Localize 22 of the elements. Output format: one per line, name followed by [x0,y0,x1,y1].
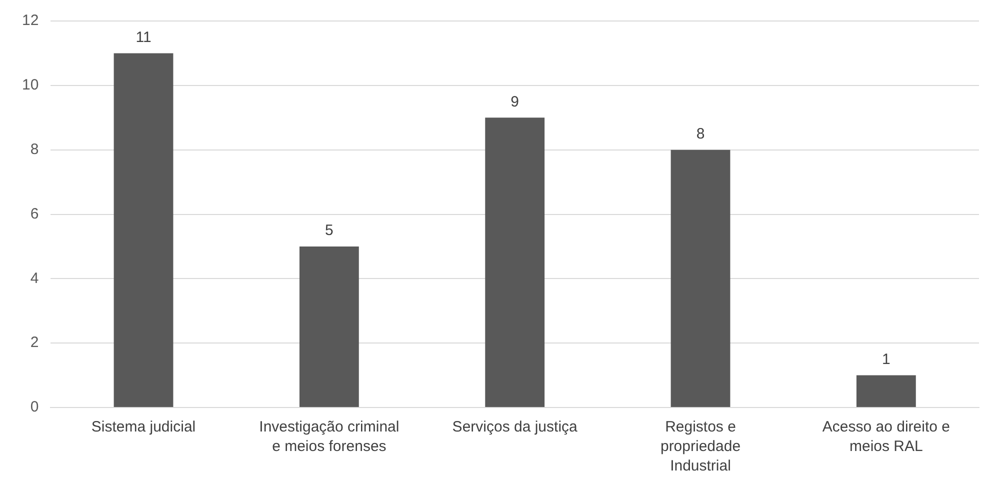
bar [114,53,174,407]
data-label: 11 [136,28,152,46]
y-tick-label: 10 [22,76,39,94]
y-tick-label: 12 [22,12,39,30]
x-tick-label: Sistema judicial [91,418,196,436]
bar [485,118,545,407]
x-tick-label: Registos e propriedade Industrial [660,418,741,474]
x-tick-label: Serviços da justiça [452,418,578,436]
data-label: 5 [325,222,334,240]
y-tick-label: 2 [30,334,39,352]
data-label: 9 [510,93,520,110]
y-tick-label: 0 [30,398,39,416]
bar [670,150,730,407]
bar [856,375,916,407]
y-tick-label: 4 [30,270,39,287]
bar [299,246,359,407]
y-tick-label: 8 [30,140,39,158]
y-tick-label: 6 [30,205,39,222]
data-label: 1 [882,350,890,368]
data-label: 8 [696,125,705,142]
x-tick-label: Acesso ao direito e meios RAL [822,418,950,455]
x-tick-label: Investigação criminal e meios forenses [259,418,400,455]
